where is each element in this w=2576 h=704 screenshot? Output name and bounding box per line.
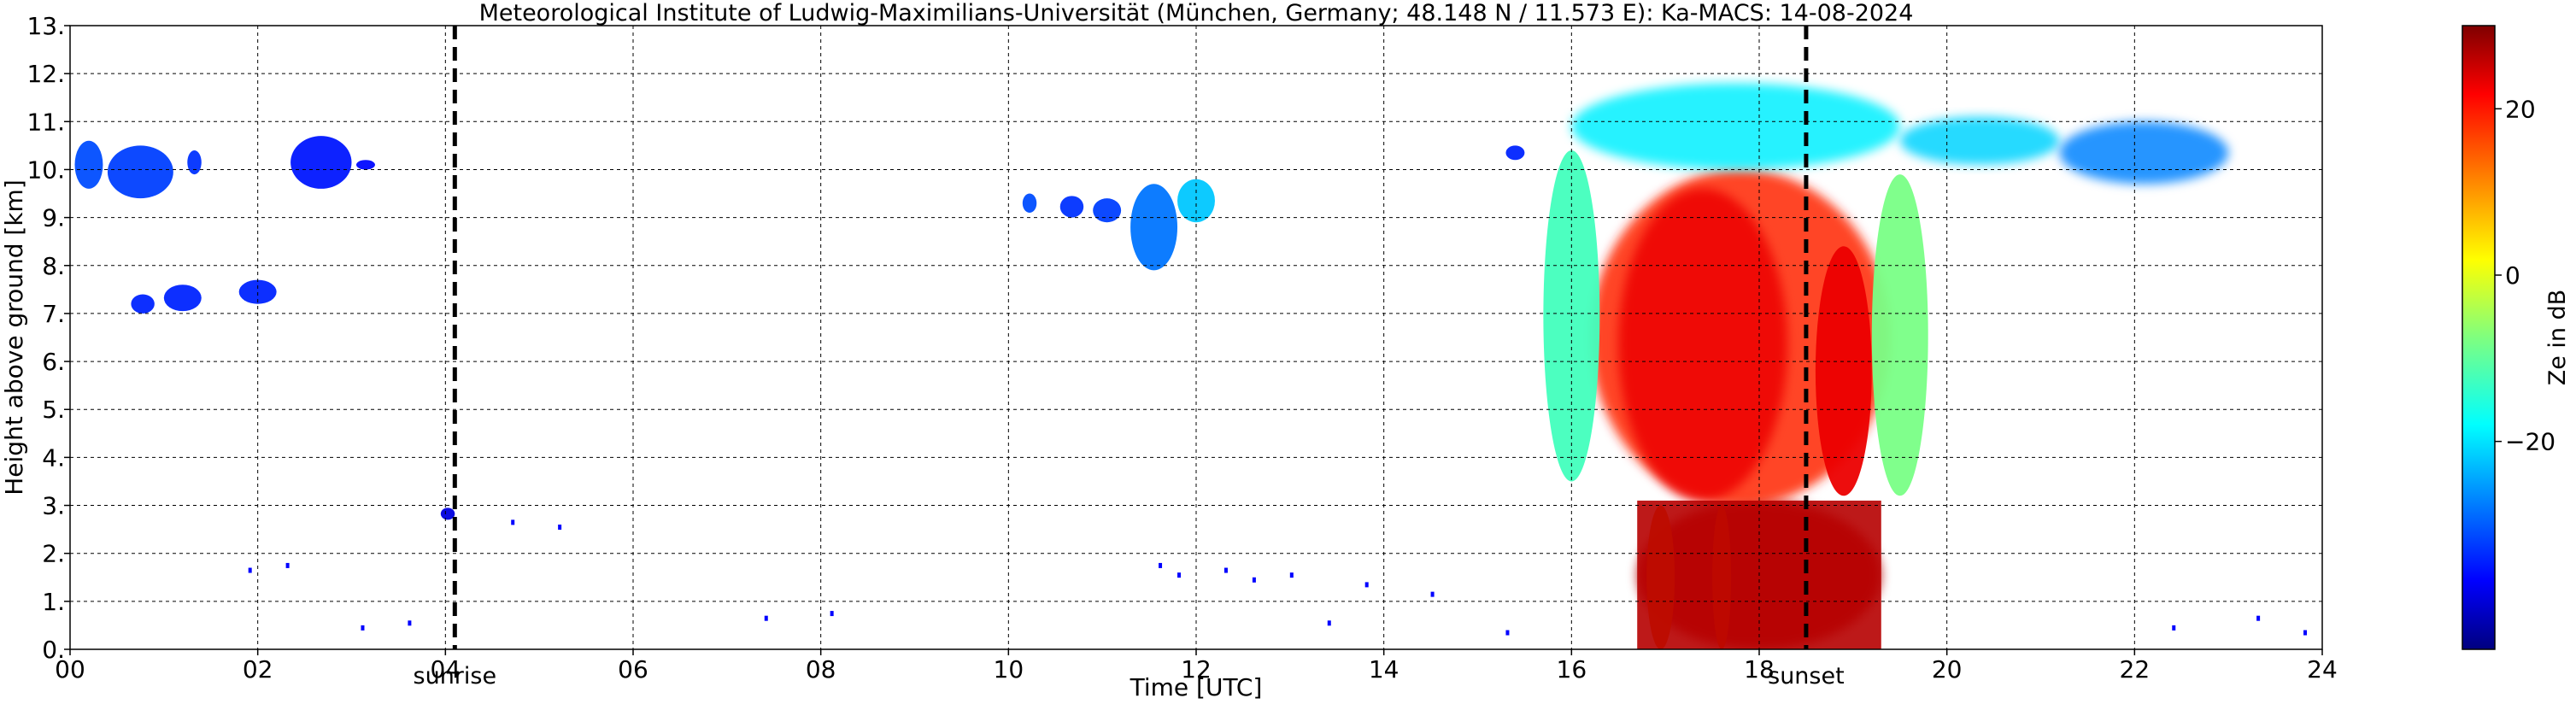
radar-echo <box>1871 174 1928 496</box>
y-tick-label: 10. <box>26 155 65 184</box>
radar-speckle <box>1327 620 1331 626</box>
x-tick-label: 16 <box>1557 655 1587 683</box>
radar-speckle <box>1177 572 1182 578</box>
event-lines: sunrise sunset <box>414 26 1845 689</box>
radar-speckle <box>1252 577 1256 583</box>
y-tick-label: 4. <box>42 443 65 472</box>
colorbar-ticks: 20 0 −20 <box>2495 95 2555 456</box>
colorbar-tick-label: 20 <box>2505 95 2536 123</box>
y-tick-label: 8. <box>42 252 65 280</box>
radar-echo <box>440 507 455 520</box>
x-tick-label: 00 <box>55 655 85 683</box>
x-tick-label: 24 <box>2307 655 2338 683</box>
radar-speckle <box>511 519 515 525</box>
y-tick-label: 3. <box>42 492 65 520</box>
grid <box>70 26 2322 649</box>
radar-echo <box>1505 145 1525 161</box>
radar-speckle <box>1505 630 1510 636</box>
radar-speckle <box>1159 562 1163 568</box>
radar-echo <box>1130 184 1178 271</box>
y-tick-label: 12. <box>26 60 65 88</box>
radar-echo <box>1093 198 1122 223</box>
y-tick-label: 1. <box>42 588 65 616</box>
radar-echo <box>1618 188 1787 501</box>
radar-echo <box>355 160 375 170</box>
y-tick-label: 13. <box>26 12 65 40</box>
x-tick-label: 04 <box>431 655 461 683</box>
radar-speckle <box>2256 615 2261 621</box>
radar-speckle <box>558 525 562 530</box>
colorbar-tick-label: 0 <box>2505 261 2520 290</box>
radar-echo <box>1022 193 1037 213</box>
radar-speckle <box>2303 630 2308 636</box>
x-tick-label: 20 <box>1932 655 1963 683</box>
x-tick-label: 02 <box>243 655 273 683</box>
radar-speckle <box>361 625 365 631</box>
x-tick-label: 08 <box>806 655 836 683</box>
radar-echo <box>1571 83 1900 170</box>
x-tick-label: 12 <box>1181 655 1212 683</box>
y-tick-label: 6. <box>42 348 65 376</box>
y-tick-label: 2. <box>42 540 65 568</box>
radar-speckle <box>2172 625 2176 631</box>
x-tick-label: 10 <box>994 655 1024 683</box>
radar-speckle <box>1289 572 1294 578</box>
chart-title: Meteorological Institute of Ludwig-Maxim… <box>479 0 1914 26</box>
colorbar-label: Ze in dB <box>2544 290 2571 386</box>
radar-speckle <box>285 562 290 568</box>
event-label-sunset: sunset <box>1768 663 1845 689</box>
x-axis-label: Time [UTC] <box>1130 673 1263 701</box>
radar-speckle <box>764 615 768 621</box>
y-tick-label: 0. <box>42 636 65 664</box>
radar-echo <box>163 285 202 312</box>
radar-speckle <box>1223 567 1228 573</box>
x-tick-label: 14 <box>1369 655 1399 683</box>
echo-layer <box>74 83 2308 649</box>
y-tick-label: 7. <box>42 300 65 328</box>
radar-speckle <box>830 611 834 617</box>
radar-echo <box>1177 179 1215 223</box>
y-tick-label: 9. <box>42 204 65 232</box>
y-axis: 0. 1. 2. 3. 4. 5. 6. 7. 8. 9. 10. 11. 12. 13. <box>26 12 70 664</box>
radar-echo <box>1059 196 1084 218</box>
radar-echo <box>238 279 277 304</box>
colorbar-tick-label: −20 <box>2505 428 2555 456</box>
radar-speckle <box>248 567 252 573</box>
radar-echo <box>1899 116 2060 165</box>
radar-speckle <box>1430 591 1435 597</box>
event-label-sunrise: sunrise <box>414 663 497 689</box>
y-tick-label: 11. <box>26 108 65 136</box>
radar-echo <box>187 150 202 175</box>
x-tick-label: 06 <box>618 655 648 683</box>
radar-echo <box>2059 121 2229 185</box>
radar-echo <box>131 294 155 314</box>
radar-echo <box>74 140 103 189</box>
radar-echo <box>107 145 173 199</box>
x-axis: 00 02 04 06 08 10 12 14 16 18 20 22 24 <box>55 649 2338 683</box>
x-tick-label: 18 <box>1744 655 1775 683</box>
radar-speckle <box>408 620 412 626</box>
colorbar <box>2462 25 2496 650</box>
y-axis-label: Height above ground [km] <box>0 179 28 496</box>
radar-echo <box>1815 246 1872 496</box>
radar-speckle <box>1364 582 1369 588</box>
x-tick-label: 22 <box>2120 655 2151 683</box>
y-tick-label: 5. <box>42 396 65 424</box>
radar-echo <box>290 136 352 189</box>
